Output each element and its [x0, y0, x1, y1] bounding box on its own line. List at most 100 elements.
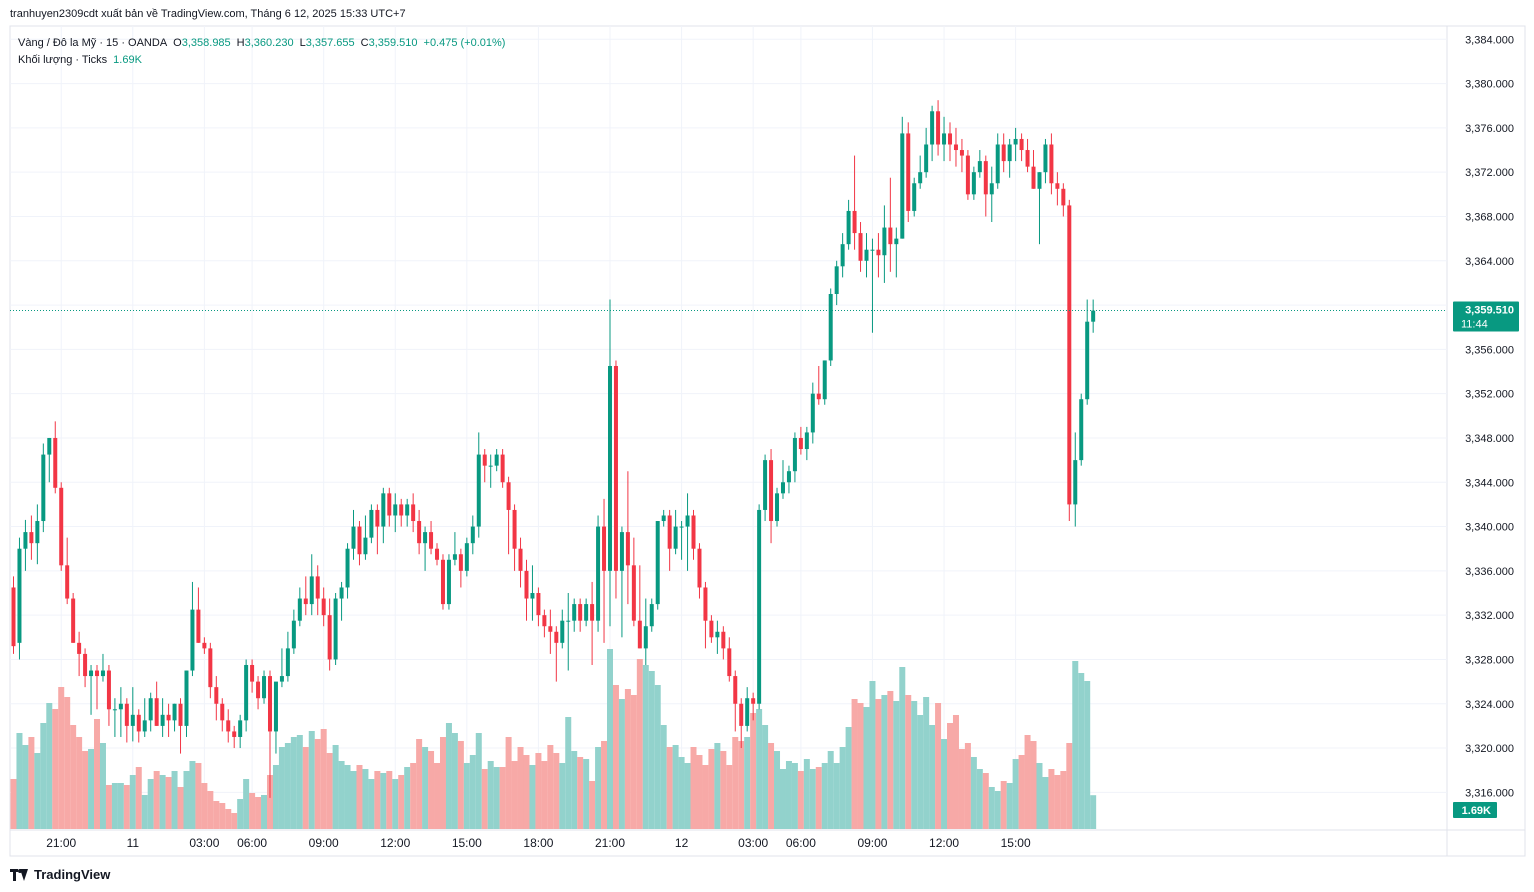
high-label: H	[236, 37, 245, 49]
candle-body	[942, 133, 947, 145]
candle-body	[936, 111, 941, 145]
close-value: 3,359.510	[368, 37, 418, 49]
candle-body	[864, 249, 869, 261]
y-tick-label: 3,332.000	[1465, 610, 1514, 622]
candle-body	[876, 249, 881, 256]
volume-bar	[356, 765, 363, 829]
candle-body	[351, 526, 356, 549]
volume-bar	[243, 779, 250, 829]
volume-bar	[225, 809, 232, 829]
volume-bar	[1060, 771, 1067, 829]
candle-body	[190, 609, 195, 671]
candle-body	[226, 720, 231, 732]
candle-body	[440, 559, 445, 605]
y-tick-label: 3,340.000	[1465, 522, 1514, 534]
candle-body	[512, 509, 517, 549]
candle-body	[566, 620, 571, 622]
candle-body	[775, 493, 780, 522]
candle-body	[679, 526, 684, 528]
candle-body	[608, 365, 612, 571]
candle-body	[703, 587, 708, 621]
candle-body	[578, 604, 583, 621]
volume-bar	[869, 681, 876, 829]
volume-bar	[117, 783, 124, 829]
volume-bar	[815, 767, 822, 829]
candle-body	[906, 133, 911, 211]
candle-body	[166, 714, 171, 721]
y-tick-label: 3,356.000	[1465, 344, 1514, 356]
volume-label[interactable]: Khối lượng · Ticks	[18, 54, 108, 66]
volume-bar	[768, 743, 775, 829]
candle-body	[1013, 138, 1018, 145]
candle-body	[238, 720, 243, 737]
volume-bar	[899, 667, 906, 829]
candle-body	[948, 133, 953, 145]
candle-body	[77, 642, 82, 654]
volume-bar	[905, 695, 912, 829]
y-tick-label: 3,324.000	[1465, 699, 1514, 711]
candle-body	[160, 714, 165, 726]
candle-body	[500, 454, 505, 483]
y-tick-label: 3,372.000	[1465, 167, 1514, 179]
candle-body	[1055, 183, 1060, 189]
candle-body	[530, 593, 535, 599]
candle-body	[661, 515, 666, 522]
candle-body	[786, 471, 791, 483]
volume-bar	[672, 745, 679, 829]
volume-bar	[487, 761, 494, 829]
volume-bar	[791, 763, 798, 829]
y-tick-label: 3,344.000	[1465, 477, 1514, 489]
candle-body	[250, 664, 255, 682]
volume-bar	[648, 671, 655, 829]
candle-body	[482, 454, 487, 466]
x-tick-label: 12	[675, 836, 689, 850]
symbol-label[interactable]: Vàng / Đô la Mỹ · 15 · OANDA	[18, 37, 168, 49]
candle-body	[900, 133, 905, 239]
candle-body	[625, 532, 630, 566]
candle-body	[1001, 144, 1006, 162]
volume-bar	[219, 803, 226, 829]
candle-body	[381, 493, 386, 527]
chart-frame	[9, 25, 1526, 857]
volume-bar	[296, 735, 303, 829]
candle-body	[971, 172, 976, 195]
candle-body	[548, 626, 553, 632]
candle-body	[345, 548, 350, 588]
candle-body	[667, 515, 672, 549]
volume-bar	[523, 755, 530, 829]
candle-body	[953, 144, 958, 151]
volume-bar	[428, 751, 435, 829]
volume-bar	[135, 767, 142, 829]
candle-body	[554, 631, 559, 643]
candle-body	[846, 210, 851, 245]
volume-bar	[654, 685, 661, 829]
volume-bar	[696, 755, 703, 829]
volume-bar	[970, 757, 977, 829]
tradingview-footer[interactable]: TradingView	[10, 867, 110, 882]
volume-bar	[88, 749, 95, 829]
high-value: 3,360.230	[244, 37, 294, 49]
candle-body	[262, 676, 267, 699]
volume-bar	[147, 779, 154, 829]
volume-bar	[362, 769, 369, 829]
candle-body	[852, 210, 857, 234]
volume-bar	[875, 699, 882, 829]
x-tick-label: 09:00	[309, 836, 339, 850]
y-tick-label: 3,384.000	[1465, 34, 1514, 46]
candle-body	[279, 676, 284, 682]
candle-body	[130, 714, 135, 726]
volume-bar	[738, 741, 745, 829]
candle-body	[727, 648, 732, 677]
candle-body	[429, 532, 434, 549]
volume-bar	[475, 733, 482, 829]
candle-body	[464, 543, 469, 571]
volume-bar	[833, 763, 840, 829]
candle-body	[924, 144, 929, 173]
candle-body	[387, 493, 392, 516]
volume-bar	[1078, 673, 1085, 829]
candle-body	[1091, 310, 1096, 322]
volume-bar	[762, 725, 769, 829]
candle-body	[685, 515, 690, 527]
candle-body	[1073, 460, 1078, 505]
